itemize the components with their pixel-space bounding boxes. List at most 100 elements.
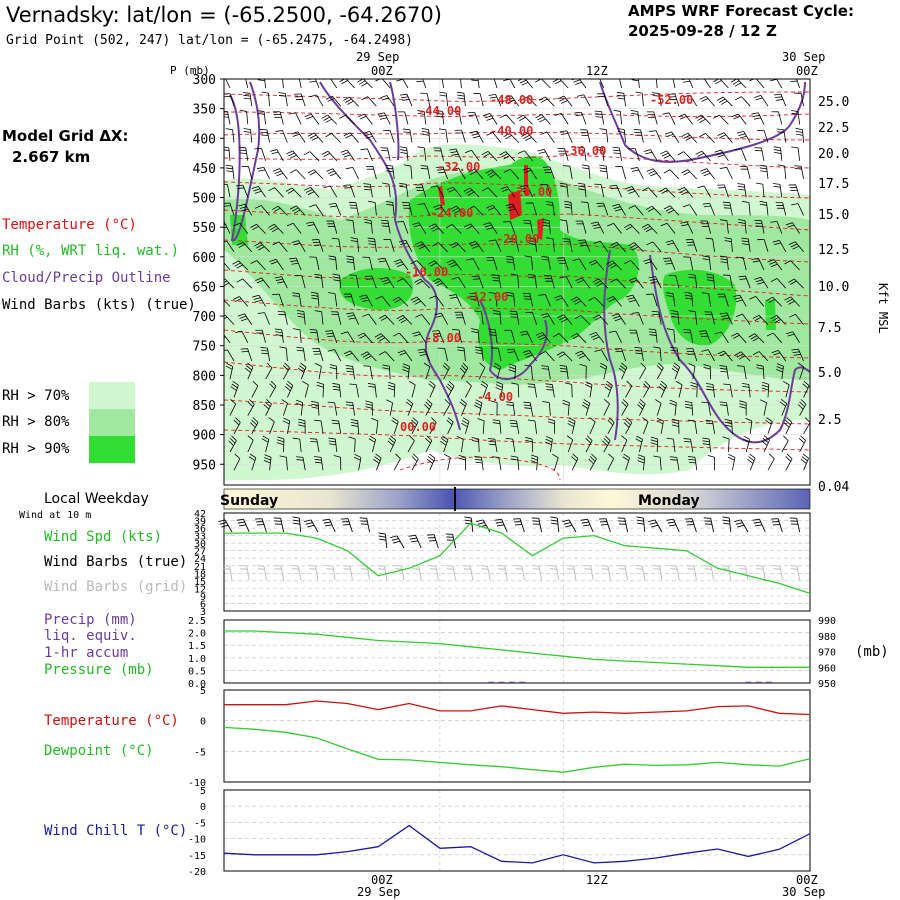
true-wind-barb bbox=[501, 519, 508, 533]
wind-barb-feather bbox=[720, 370, 728, 373]
wind-barb-feather bbox=[508, 369, 516, 373]
wind-barb-feather bbox=[285, 383, 292, 389]
true-wind-barb bbox=[482, 519, 491, 533]
wind-barb bbox=[334, 402, 338, 416]
wind-barb bbox=[443, 439, 449, 453]
wind-barb-feather bbox=[503, 132, 510, 138]
wind-barb-feather bbox=[393, 259, 401, 263]
wind-barb bbox=[399, 332, 409, 344]
wind-barb-feather bbox=[610, 264, 617, 269]
precip-tick-label: 0.0 bbox=[188, 679, 206, 690]
wind-barb-feather bbox=[599, 167, 607, 170]
wind-barb-feather bbox=[800, 458, 807, 464]
wind-barb-feather bbox=[622, 399, 629, 405]
pressure-tick-label: 800 bbox=[193, 369, 216, 384]
wind-barb bbox=[281, 276, 288, 289]
wind-barb bbox=[358, 457, 362, 471]
isotherm-label: -24.00 bbox=[430, 206, 473, 220]
wind-barb-feather bbox=[717, 132, 725, 136]
wind-barb-feather bbox=[752, 314, 760, 319]
wind-barb bbox=[783, 129, 787, 143]
wind-tick-label: 18 bbox=[194, 569, 206, 580]
wind-barb bbox=[339, 275, 342, 289]
wind-barb-feather bbox=[572, 298, 580, 303]
wind-barb-feather bbox=[719, 368, 727, 370]
wind-barb-feather bbox=[231, 435, 237, 442]
wind-barb bbox=[402, 79, 409, 89]
wind-barb-feather bbox=[274, 328, 282, 331]
wind-barb bbox=[547, 184, 551, 198]
wind-barb-feather bbox=[713, 79, 720, 83]
wind-barb-feather bbox=[649, 334, 657, 336]
true-wind-barb-feather bbox=[666, 518, 674, 521]
wind-barb-feather bbox=[484, 224, 492, 228]
wind-barb bbox=[509, 79, 516, 89]
wind-barb bbox=[706, 220, 711, 234]
wind-barb-feather bbox=[594, 280, 601, 285]
wind-barb-feather bbox=[716, 96, 724, 101]
wind-barb-feather bbox=[525, 437, 533, 440]
wind-barb bbox=[474, 169, 484, 180]
wind-barb-feather bbox=[226, 170, 234, 173]
wind-barb bbox=[547, 257, 551, 271]
pressure-tick-label: 950 bbox=[818, 679, 836, 690]
isotherm-label: -44.00 bbox=[418, 104, 461, 118]
wind-barb-feather bbox=[623, 453, 630, 459]
true-wind-barb-feather bbox=[722, 519, 730, 522]
wind-barb-feather bbox=[378, 114, 386, 118]
wind-barb bbox=[298, 293, 302, 307]
wind-barb-feather bbox=[699, 133, 706, 138]
wind-barb-feather bbox=[354, 454, 362, 458]
wind-barb-feather bbox=[383, 281, 391, 285]
wind-barb bbox=[584, 184, 587, 198]
true-wind-barb bbox=[759, 519, 766, 533]
wind-barb bbox=[692, 348, 698, 362]
grid-wind-barb bbox=[641, 566, 646, 581]
wind-barb bbox=[441, 79, 444, 89]
wind-barb-feather bbox=[345, 365, 353, 367]
wind-barb-feather bbox=[448, 188, 456, 193]
wind-barb-feather bbox=[650, 439, 658, 443]
wind-barb bbox=[481, 457, 484, 471]
wind-barb-feather bbox=[719, 352, 727, 357]
wind-barb bbox=[588, 166, 591, 180]
wind-barb-feather bbox=[342, 152, 350, 156]
wind-barb-feather bbox=[575, 350, 582, 355]
wind-barb bbox=[694, 457, 698, 471]
wind-barb bbox=[387, 220, 391, 234]
grid-wind-barb-feather bbox=[790, 565, 798, 567]
wind-barb-feather bbox=[397, 350, 405, 354]
pressure-tick-label: 550 bbox=[193, 221, 216, 236]
wind-barb bbox=[601, 111, 605, 125]
wind-barb bbox=[605, 166, 609, 180]
wind-barb-feather bbox=[268, 223, 275, 229]
wind-barb bbox=[583, 147, 587, 161]
wind-barb bbox=[625, 385, 633, 398]
wind-barb-feather bbox=[433, 332, 441, 335]
pressure-tick-label: 350 bbox=[193, 103, 216, 118]
wind-barb-feather bbox=[450, 242, 457, 247]
wind-barb bbox=[544, 294, 551, 307]
cross-section-grid bbox=[224, 79, 810, 485]
pressure-tick-label: 450 bbox=[193, 162, 216, 177]
wind-barb-feather bbox=[576, 352, 584, 357]
true-wind-barb bbox=[587, 519, 594, 533]
wind-barb bbox=[639, 367, 647, 380]
wind-barb bbox=[245, 147, 249, 161]
wind-barb-feather bbox=[555, 297, 563, 301]
wind-barb bbox=[269, 385, 277, 398]
wind-barb bbox=[498, 457, 502, 471]
wind-barb-feather bbox=[559, 97, 566, 102]
wind-barb-feather bbox=[523, 404, 531, 407]
wind-barb bbox=[660, 385, 667, 398]
grid-wind-barb bbox=[280, 566, 285, 581]
wind-barb-feather bbox=[570, 333, 578, 338]
wind-barb-feather bbox=[734, 148, 742, 150]
height-tick-label: 12.5 bbox=[818, 243, 849, 258]
wind-barb-feather bbox=[418, 245, 426, 250]
wind-barb bbox=[481, 348, 484, 362]
wind-barb-feather bbox=[459, 367, 466, 374]
wind-barb bbox=[623, 129, 626, 143]
wind-barb bbox=[461, 403, 467, 416]
wind-barb bbox=[352, 167, 359, 180]
